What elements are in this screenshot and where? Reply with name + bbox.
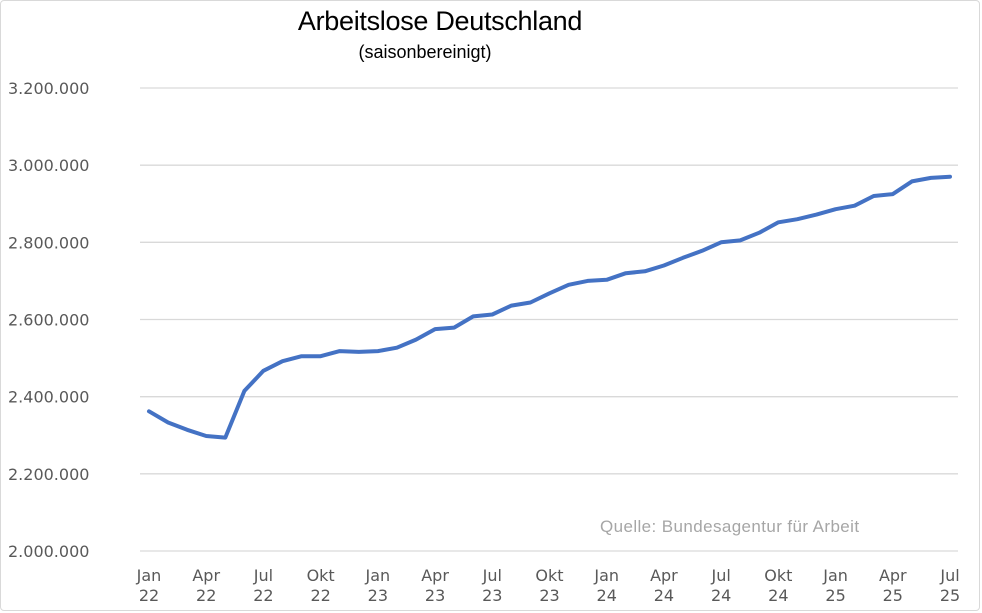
x-tick-label-year: 25 bbox=[940, 586, 960, 605]
x-tick-label-year: 24 bbox=[768, 586, 788, 605]
x-tick-label-month: Jul bbox=[482, 566, 502, 585]
x-tick-label-month: Apr bbox=[879, 566, 907, 585]
series-line bbox=[147, 174, 952, 440]
x-tick-label-year: 23 bbox=[539, 586, 559, 605]
x-tick-label-year: 22 bbox=[139, 586, 159, 605]
x-tick-label-year: 24 bbox=[654, 586, 674, 605]
y-tick-label: 2.600.000 bbox=[8, 311, 89, 330]
x-tick-label-year: 23 bbox=[368, 586, 388, 605]
series-layer bbox=[147, 174, 952, 440]
chart-title: Arbeitslose Deutschland bbox=[297, 6, 583, 36]
x-tick-label-month: Apr bbox=[421, 566, 449, 585]
chart-subtitle: (saisonbereinigt) bbox=[358, 42, 492, 62]
y-axis: 3.200.000 3.000.000 2.800.000 2.600.000 2.40… bbox=[8, 79, 89, 561]
gridlines bbox=[140, 87, 958, 552]
y-tick-label: 2.000.000 bbox=[8, 542, 89, 561]
x-tick-label-month: Jul bbox=[710, 566, 730, 585]
x-tick-label-month: Jul bbox=[939, 566, 959, 585]
y-tick-label: 3.000.000 bbox=[8, 156, 89, 175]
x-tick-label-month: Jan bbox=[136, 566, 162, 585]
x-tick-label-month: Apr bbox=[192, 566, 220, 585]
x-tick-label-month: Okt bbox=[535, 566, 563, 585]
x-tick-label-month: Okt bbox=[764, 566, 792, 585]
x-tick-label-year: 22 bbox=[196, 586, 216, 605]
x-tick-label-year: 22 bbox=[310, 586, 330, 605]
x-tick-label-year: 25 bbox=[825, 586, 845, 605]
x-tick-label-year: 24 bbox=[711, 586, 731, 605]
x-tick-label-month: Jul bbox=[253, 566, 273, 585]
x-tick-label-month: Jan bbox=[822, 566, 848, 585]
y-tick-label: 2.200.000 bbox=[8, 465, 89, 484]
x-tick-label-year: 23 bbox=[425, 586, 445, 605]
y-tick-label: 2.400.000 bbox=[8, 388, 89, 407]
x-tick-label-month: Okt bbox=[307, 566, 335, 585]
x-tick-label-year: 23 bbox=[482, 586, 502, 605]
y-tick-label: 3.200.000 bbox=[8, 79, 89, 98]
x-tick-label-month: Jan bbox=[365, 566, 391, 585]
x-tick-label-year: 22 bbox=[253, 586, 273, 605]
x-axis: Jan22Apr22Jul22Okt22Jan23Apr23Jul23Okt23… bbox=[136, 566, 961, 605]
x-tick-label-year: 25 bbox=[883, 586, 903, 605]
x-tick-label-month: Apr bbox=[650, 566, 678, 585]
y-tick-label: 2.800.000 bbox=[8, 233, 89, 252]
x-tick-label-month: Jan bbox=[593, 566, 619, 585]
x-tick-label-year: 24 bbox=[597, 586, 617, 605]
source-note: Quelle: Bundesagentur für Arbeit bbox=[600, 517, 860, 536]
